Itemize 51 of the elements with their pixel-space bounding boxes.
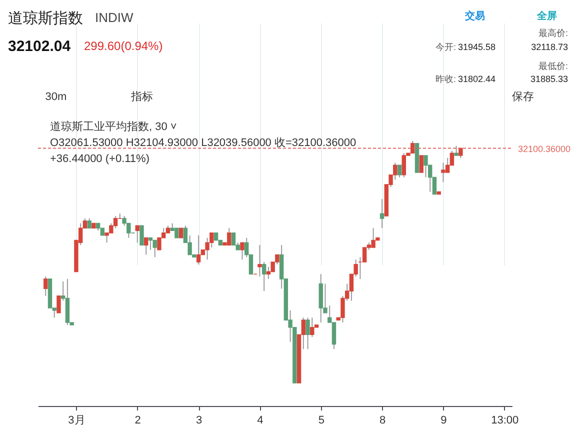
candlestick bbox=[44, 276, 48, 296]
candlestick bbox=[144, 237, 148, 256]
candlestick bbox=[148, 237, 153, 250]
candlestick bbox=[152, 240, 157, 258]
x-tick-label: 8 bbox=[379, 414, 386, 426]
candlestick bbox=[196, 234, 201, 265]
x-tick-label: 5 bbox=[318, 414, 324, 426]
text: 30m bbox=[45, 91, 67, 103]
text: 299.60(0.94%) bbox=[84, 39, 163, 53]
text: 32100.36000 bbox=[518, 144, 571, 154]
text: 今开: bbox=[435, 42, 456, 52]
text: 指标 bbox=[130, 91, 153, 103]
text: 31802.44 bbox=[458, 74, 496, 84]
text: 昨收: bbox=[435, 74, 456, 84]
x-tick-label: 4 bbox=[257, 414, 264, 426]
candlestick bbox=[441, 162, 446, 183]
candlestick bbox=[240, 242, 244, 260]
text: 全屏 bbox=[536, 10, 557, 22]
candlestick bbox=[258, 244, 262, 278]
text: 32102.04 bbox=[8, 38, 72, 55]
text: 最低价: bbox=[538, 61, 568, 71]
x-tick-label: 9 bbox=[440, 414, 447, 426]
text: 最高价: bbox=[538, 28, 568, 38]
candlestick bbox=[56, 295, 61, 314]
text: 31945.58 bbox=[458, 42, 496, 52]
candlestick bbox=[178, 228, 184, 238]
candlestick bbox=[140, 225, 144, 246]
x-tick-label: 3 bbox=[196, 414, 202, 426]
annotation: O32061.53000 H32104.93000 L32039.56000 收=32100.36000 bbox=[50, 137, 356, 149]
chart-subtitle: INDIW bbox=[95, 10, 134, 25]
candlestick bbox=[380, 198, 384, 229]
x-tick-label: 13:00 bbox=[491, 414, 519, 426]
x-tick-label: 2 bbox=[134, 414, 141, 426]
candlestick bbox=[262, 262, 266, 292]
text: 保存 bbox=[512, 91, 534, 103]
x-tick-label: 3月 bbox=[68, 414, 86, 426]
candlestick bbox=[424, 155, 428, 178]
text: 32118.73 bbox=[531, 42, 568, 52]
chart-title: 道琼斯指数 bbox=[8, 10, 83, 27]
candlestick bbox=[397, 164, 402, 178]
candlestick bbox=[454, 145, 458, 156]
candlestick bbox=[135, 225, 140, 244]
text: 交易 bbox=[464, 10, 485, 22]
candlestick bbox=[310, 317, 314, 338]
text: 道琼斯工业平均指数, 30 ˅ bbox=[50, 120, 177, 133]
annotation: +36.44000 (+0.11%) bbox=[50, 153, 150, 165]
text: 31885.33 bbox=[530, 74, 568, 84]
candlestick bbox=[419, 155, 424, 173]
candlestick bbox=[306, 317, 310, 350]
candlestick bbox=[362, 247, 367, 262]
candlestick bbox=[87, 218, 92, 229]
